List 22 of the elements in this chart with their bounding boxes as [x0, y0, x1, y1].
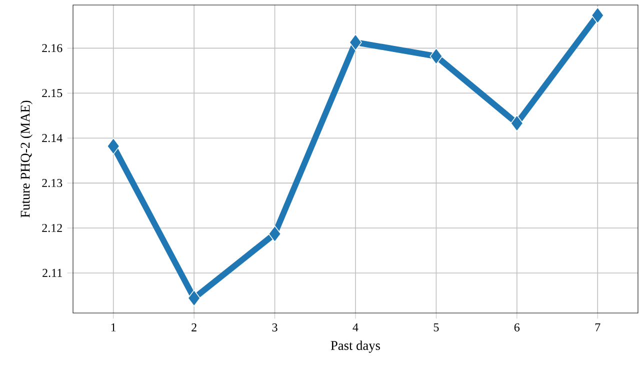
- point: [510, 114, 524, 132]
- x-tick-label: 7: [595, 323, 600, 332]
- y-tick-label: 2.12: [42, 224, 62, 232]
- point: [106, 138, 120, 155]
- y-tick-label: 2.14: [42, 134, 62, 142]
- point: [430, 48, 443, 65]
- x-tick-label: 4: [352, 323, 358, 332]
- point: [188, 290, 200, 307]
- y-tick-label: 2.11: [42, 268, 62, 278]
- y-tick-label: 2.16: [42, 44, 62, 52]
- point: [591, 6, 604, 24]
- y-tick-label: 2.13: [42, 178, 62, 188]
- x-axis-title: Past days: [330, 340, 380, 353]
- y-axis-title: Future PHQ-2 (MAE): [20, 100, 32, 218]
- x-tick-label: 3: [272, 323, 278, 332]
- point: [268, 225, 282, 242]
- x-tick-label: 6: [514, 323, 520, 332]
- x-tick-label: 1: [111, 323, 116, 332]
- point: [349, 34, 362, 51]
- y-tick-label: 2.15: [42, 89, 62, 98]
- x-tick-label: 2: [192, 323, 196, 332]
- x-tick-label: 5: [434, 323, 439, 332]
